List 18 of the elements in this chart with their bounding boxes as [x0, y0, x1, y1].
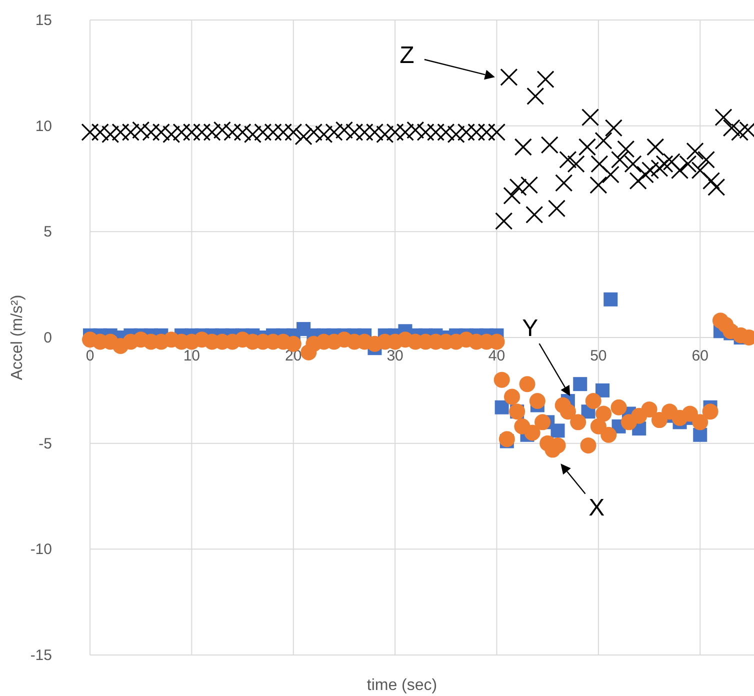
- y-tick-label: -10: [30, 541, 52, 558]
- legend-label: Z: [400, 42, 414, 70]
- y-tick-label: -15: [30, 647, 52, 664]
- y-tick-label: 5: [44, 224, 52, 241]
- y-tick-label: 0: [44, 330, 52, 346]
- x-axis-title: time (sec): [366, 677, 438, 694]
- x-tick-label: 60: [692, 348, 708, 364]
- x-tick-label: 10: [183, 348, 200, 364]
- series-label: Y: [522, 315, 538, 342]
- x-tick-label: 0: [86, 348, 94, 364]
- y-tick-label: 15: [35, 12, 52, 29]
- x-tick-label: 40: [488, 348, 506, 364]
- y-tick-label: -5: [38, 435, 52, 452]
- x-tick-label: 50: [590, 348, 607, 364]
- y-tick-label: 10: [35, 118, 52, 135]
- y-axis-title: Accel (m/s²): [9, 294, 26, 380]
- x-tick-label: 30: [386, 348, 404, 364]
- series-label: X: [588, 494, 605, 522]
